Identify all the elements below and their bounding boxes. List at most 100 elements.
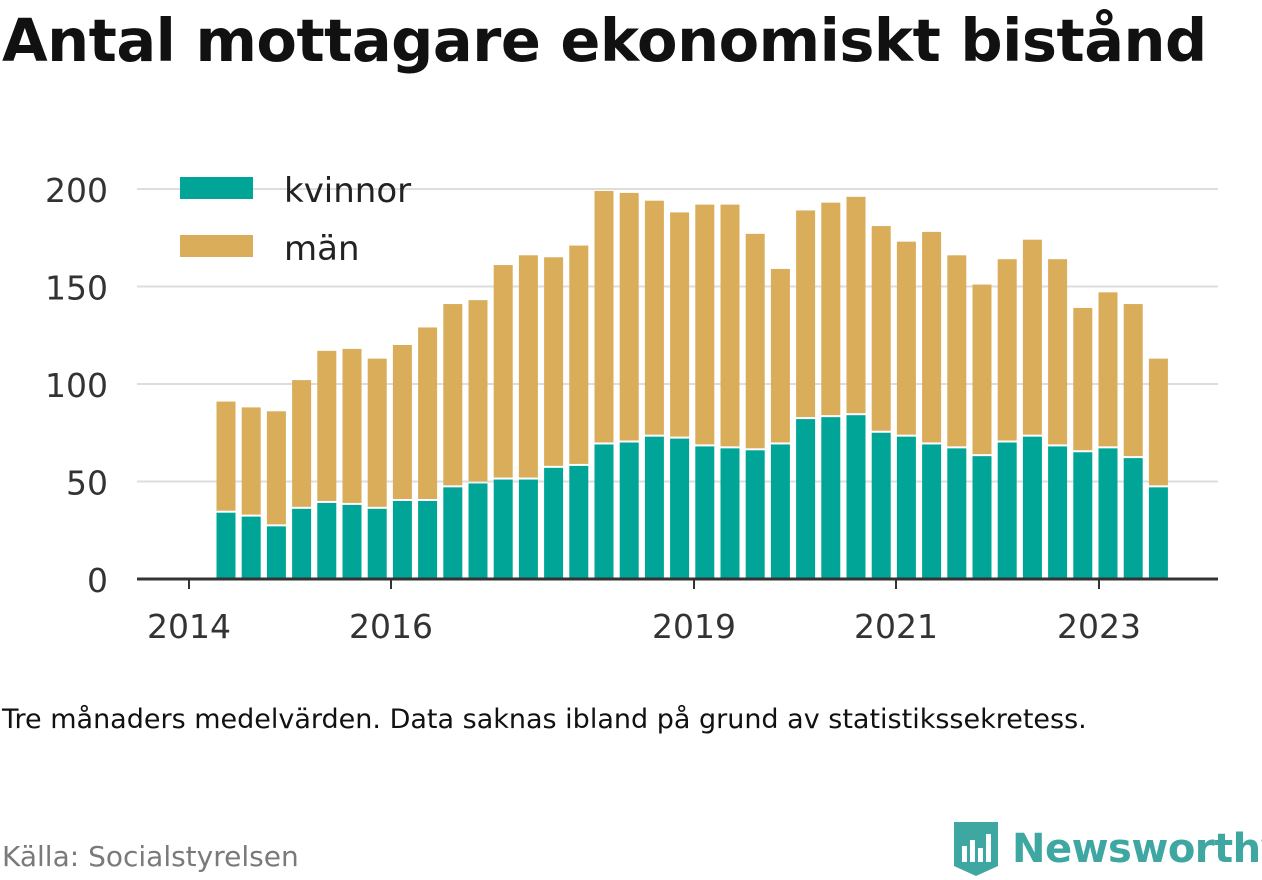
bar-kvinnor [317,502,337,579]
bar-kvinnor [241,516,261,579]
bar-man [367,358,387,507]
legend-label-man: män [284,229,360,269]
source-label: Källa: Socialstyrelsen [2,840,299,873]
bar-man [997,259,1017,441]
x-tick-label: 2014 [147,607,231,646]
bar-kvinnor [1073,452,1093,579]
y-tick-label: 0 [87,561,108,600]
bar-kvinnor [695,446,715,579]
bar-man [922,231,942,443]
bar-kvinnor [871,432,891,579]
bar-kvinnor [342,504,362,579]
bar-kvinnor [468,483,488,579]
bar-man [241,407,261,515]
bar-kvinnor [619,442,639,579]
bar-kvinnor [745,450,765,579]
bar-kvinnor [1098,448,1118,579]
bar-chart-logo-icon [954,822,998,876]
bar-man [670,212,690,437]
bar-man [947,255,967,447]
bar-kvinnor [418,501,438,579]
bar-man [518,255,538,478]
bar-man [1022,239,1042,435]
bar-kvinnor [1123,458,1143,579]
bar-kvinnor [796,419,816,579]
bar-man [468,300,488,482]
bar-man [392,345,412,499]
x-tick-label: 2021 [854,607,938,646]
bar-man [1123,304,1143,457]
bar-man [594,190,614,443]
bar-man [745,233,765,449]
bar-kvinnor [644,436,664,579]
bar-kvinnor [896,436,916,579]
bar-kvinnor [443,487,463,579]
bar-man [796,210,816,418]
y-tick-label: 200 [45,171,108,210]
bar-man [846,196,866,414]
bar-man [619,192,639,441]
bar-kvinnor [367,508,387,579]
chart-title: Antal mottagare ekonomiskt bistånd [2,6,1207,75]
bar-man [720,204,740,447]
bar-kvinnor [544,467,564,579]
bar-kvinnor [1048,446,1068,579]
bar-man [544,257,564,466]
bar-kvinnor [292,508,312,579]
bar-kvinnor [821,417,841,579]
x-axis-labels: 2014 2016 2019 2021 2023 [147,607,1141,646]
brand-logo[interactable]: Newsworthy [950,818,1262,880]
bar-man [266,411,286,525]
bar-man [1098,292,1118,447]
bar-man [644,200,664,435]
bar-kvinnor [770,444,790,579]
y-tick-label: 50 [66,464,108,503]
bar-man [896,241,916,435]
bar-man [1048,259,1068,445]
legend-swatch-kvinnor [180,177,253,199]
bar-kvinnor [569,465,589,579]
bar-kvinnor [266,526,286,579]
bar-kvinnor [846,415,866,579]
footnote: Tre månaders medelvärden. Data saknas ib… [2,704,1087,735]
bar-kvinnor [720,448,740,579]
bar-kvinnor [1148,487,1168,579]
bar-man [292,380,312,507]
bar-man [569,245,589,464]
bar-kvinnor [670,438,690,579]
bar-man [342,348,362,503]
legend-swatch-man [180,235,253,257]
bar-kvinnor [947,448,967,579]
bar-man [821,202,841,416]
bar-man [695,204,715,445]
bar-man [972,284,992,455]
legend: kvinnor män [180,171,411,269]
bar-kvinnor [997,442,1017,579]
chart: 0 50 100 150 200 2014 2016 2019 2021 2023 kvinno… [45,171,1218,646]
x-axis [137,577,1218,589]
x-tick-label: 2019 [652,607,736,646]
bar-man [770,268,790,443]
bar-kvinnor [972,456,992,579]
bar-man [317,350,337,501]
bar-kvinnor [493,479,513,579]
bar-kvinnor [518,479,538,579]
y-tick-label: 100 [45,366,108,405]
bar-man [871,226,891,431]
bar-man [1073,307,1093,451]
bar-man [216,401,236,511]
bar-kvinnor [922,444,942,579]
y-tick-label: 150 [45,269,108,308]
bar-kvinnor [392,501,412,579]
x-tick-label: 2016 [349,607,433,646]
bars [216,190,1168,579]
x-tick-label: 2023 [1057,607,1141,646]
bar-man [493,265,513,478]
bar-kvinnor [216,512,236,579]
legend-label-kvinnor: kvinnor [284,171,411,211]
brand-name: Newsworthy [1012,826,1262,872]
y-axis-labels: 0 50 100 150 200 [45,171,108,600]
bar-man [418,327,438,499]
bar-man [1148,358,1168,486]
bar-kvinnor [594,444,614,579]
